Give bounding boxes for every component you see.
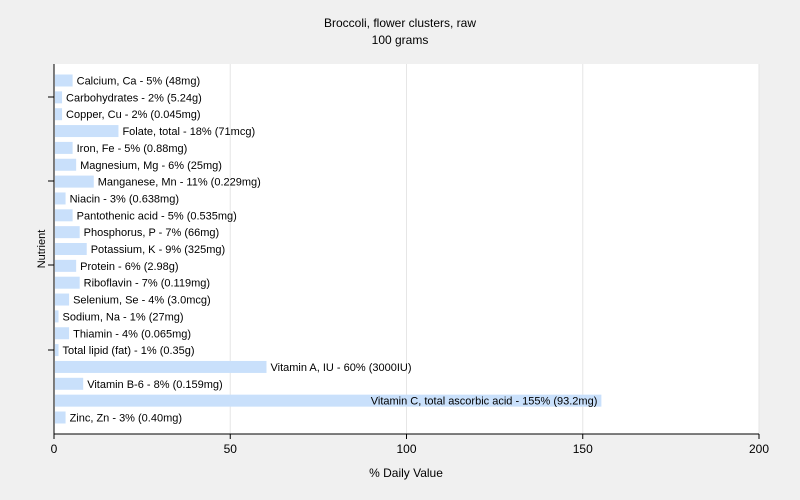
bars <box>55 74 602 424</box>
x-tick-label: 0 <box>51 442 58 456</box>
bar-label: Manganese, Mn - 11% (0.229mg) <box>98 177 261 189</box>
bar-label: Protein - 6% (2.98g) <box>80 261 178 273</box>
bar-label: Magnesium, Mg - 6% (25mg) <box>80 160 222 172</box>
bar <box>55 74 73 87</box>
bar-label: Niacin - 3% (0.638mg) <box>70 193 179 205</box>
bar-label: Pantothenic acid - 5% (0.535mg) <box>77 210 237 222</box>
bar <box>55 394 602 407</box>
bar-label: Phosphorus, P - 7% (66mg) <box>84 227 220 239</box>
bar-label: Calcium, Ca - 5% (48mg) <box>77 76 200 88</box>
bar-label: Folate, total - 18% (71mcg) <box>122 126 255 138</box>
bar-label: Riboflavin - 7% (0.119mg) <box>84 278 210 290</box>
bar <box>55 192 66 205</box>
bar-labels: Calcium, Ca - 5% (48mg) Carbohydrates - 2… <box>63 76 598 425</box>
x-tick-label: 200 <box>749 442 769 456</box>
bar <box>55 310 59 323</box>
bar <box>55 158 77 171</box>
bar-label: Thiamin - 4% (0.065mg) <box>73 328 191 340</box>
bar-label: Selenium, Se - 4% (3.0mcg) <box>73 295 211 307</box>
bar-label: Copper, Cu - 2% (0.045mg) <box>66 109 201 121</box>
bar <box>55 125 119 138</box>
x-tick-label: 150 <box>573 442 593 456</box>
x-tick-label: 50 <box>224 442 238 456</box>
x-tick-labels: 0 50 100 150 200 <box>51 442 770 456</box>
bar <box>55 411 66 424</box>
y-axis-label: Nutrient <box>36 230 48 269</box>
bar <box>55 344 59 357</box>
bar <box>55 243 87 255</box>
bar <box>55 259 77 272</box>
bar <box>55 175 94 188</box>
bar <box>55 377 84 390</box>
bar-label: Iron, Fe - 5% (0.88mg) <box>77 143 188 155</box>
bar <box>55 226 80 239</box>
x-tick-label: 100 <box>396 442 416 456</box>
bar <box>55 293 70 306</box>
bar <box>55 209 73 222</box>
bar <box>55 327 70 340</box>
bar-label: Total lipid (fat) - 1% (0.35g) <box>63 345 195 357</box>
bar-label: Vitamin B-6 - 8% (0.159mg) <box>87 379 223 391</box>
bar-label: Vitamin A, IU - 60% (3000IU) <box>271 362 412 374</box>
bar-label: Vitamin C, total ascorbic acid - 155% (9… <box>371 396 598 408</box>
bar <box>55 91 63 104</box>
x-axis-label: % Daily Value <box>369 466 443 480</box>
axes <box>48 64 760 439</box>
bar-label: Carbohydrates - 2% (5.24g) <box>66 92 202 104</box>
bar-label: Zinc, Zn - 3% (0.40mg) <box>70 413 182 425</box>
chart-title: Broccoli, flower clusters, raw <box>324 16 476 30</box>
bar <box>55 276 80 289</box>
bar <box>55 360 267 373</box>
chart-subtitle: 100 grams <box>372 33 429 47</box>
bar <box>55 108 63 121</box>
bar-label: Sodium, Na - 1% (27mg) <box>63 311 184 323</box>
bar <box>55 141 73 154</box>
bar-label: Potassium, K - 9% (325mg) <box>91 244 226 256</box>
